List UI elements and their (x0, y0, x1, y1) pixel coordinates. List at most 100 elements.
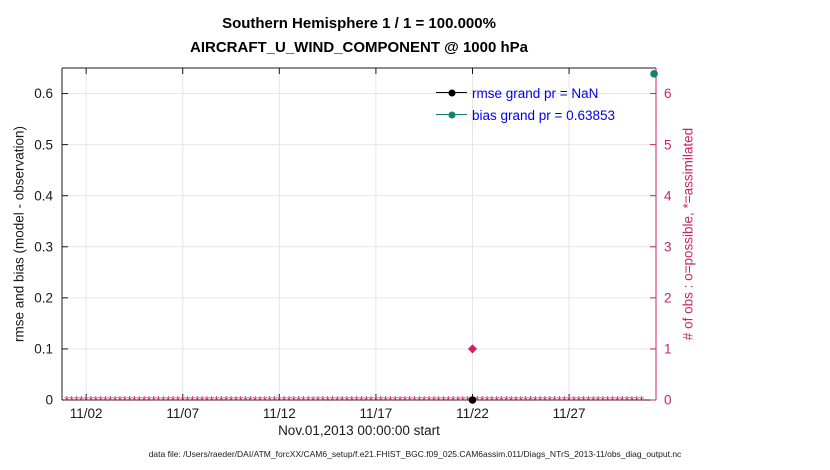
obs-zero-asterisk: * (422, 393, 427, 408)
obs-zero-asterisk: * (538, 393, 543, 408)
obs-zero-asterisk: * (431, 393, 436, 408)
left-axis-label: rmse and bias (model - observation) (11, 125, 27, 343)
obs-zero-asterisk: * (460, 393, 465, 408)
obs-zero-asterisk: * (533, 393, 538, 408)
x-tick-label: 11/22 (456, 406, 489, 421)
obs-zero-asterisk: * (634, 393, 639, 408)
obs-zero-asterisk: * (509, 393, 514, 408)
title-line1: Southern Hemisphere 1 / 1 = 100.000% (222, 15, 496, 32)
obs-zero-asterisk: * (64, 393, 69, 408)
obs-zero-asterisk: * (200, 393, 205, 408)
obs-zero-asterisk: * (330, 393, 335, 408)
right-tick-label: 3 (664, 239, 672, 254)
obs-zero-asterisk: * (286, 393, 291, 408)
bias-dot-swatch (448, 111, 455, 119)
obs-zero-asterisk: * (282, 393, 287, 408)
obs-zero-asterisk: * (132, 393, 137, 408)
obs-zero-asterisk: * (228, 393, 233, 408)
right-tick-label: 0 (664, 393, 672, 408)
x-axis-label: Nov.01,2013 00:00:00 start (278, 423, 440, 438)
obs-zero-asterisk: * (175, 393, 180, 408)
right-tick-label: 5 (664, 137, 672, 152)
obs-zero-asterisk: * (69, 393, 74, 408)
obs-zero-asterisk: * (142, 393, 147, 408)
obs-zero-asterisk: * (446, 393, 451, 408)
obs-zero-asterisk: * (156, 393, 161, 408)
obs-zero-asterisk: * (195, 393, 200, 408)
rmse-dot-swatch (448, 89, 455, 97)
obs-zero-asterisk: * (417, 393, 422, 408)
obs-zero-asterisk: * (499, 393, 504, 408)
left-tick-label: 0.3 (34, 239, 53, 254)
obs-zero-asterisk: * (301, 393, 306, 408)
obs-zero-asterisk: * (504, 393, 509, 408)
title-line2: AIRCRAFT_U_WIND_COMPONENT @ 1000 hPa (189, 39, 528, 56)
obs-zero-asterisk: * (267, 393, 272, 408)
obs-zero-asterisk: * (393, 393, 398, 408)
obs-zero-asterisk: * (219, 393, 224, 408)
obs-zero-asterisk: * (349, 393, 354, 408)
right-tick-label: 1 (664, 342, 672, 357)
left-tick-labels: 0 0.1 0.2 0.3 0.4 0.5 0.6 (34, 86, 53, 407)
left-tick-label: 0.6 (34, 86, 53, 101)
obs-zero-asterisk: * (214, 393, 219, 408)
obs-zero-asterisk: * (243, 393, 248, 408)
obs-zero-asterisk: * (378, 393, 383, 408)
obs-zero-asterisk: * (465, 393, 470, 408)
obs-zero-asterisk: * (311, 393, 316, 408)
obs-zero-asterisk: * (426, 393, 431, 408)
obs-zero-asterisk: * (296, 393, 301, 408)
obs-zero-asterisk: * (79, 393, 84, 408)
obs-zero-asterisk: * (113, 393, 118, 408)
left-tick-label: 0.1 (34, 342, 53, 357)
obs-zero-asterisk: * (586, 393, 591, 408)
obs-zero-asterisk: * (455, 393, 460, 408)
right-tick-labels: 0 1 2 3 4 5 6 (664, 86, 672, 407)
obs-zero-asterisk: * (122, 393, 127, 408)
tick-marks (62, 68, 656, 401)
obs-zero-asterisk: * (180, 393, 185, 408)
obs_count-point (467, 344, 478, 354)
obs-zero-asterisk: * (567, 393, 572, 408)
obs-zero-asterisk: * (523, 393, 528, 408)
x-tick-labels: 11/02 11/07 11/12 11/17 11/22 11/27 (70, 406, 586, 421)
obs-zero-asterisk: * (359, 393, 364, 408)
legend: rmse grand pr = NaN bias grand pr = 0.63… (436, 82, 615, 126)
obs-zero-asterisk: * (369, 393, 374, 408)
obs-zero-asterisk: * (398, 393, 403, 408)
obs-zero-asterisk: * (74, 393, 79, 408)
obs-zero-asterisk: * (93, 393, 98, 408)
obs-zero-asterisk: * (441, 393, 446, 408)
obs-zero-asterisk: * (629, 393, 634, 408)
obs-zero-asterisk: * (103, 393, 108, 408)
grid-lines (62, 68, 656, 400)
obs-zero-asterisk: * (325, 393, 330, 408)
obs-zero-asterisk: * (306, 393, 311, 408)
obs-zero-asterisk: * (291, 393, 296, 408)
left-tick-label: 0.4 (34, 188, 53, 203)
obs-zero-asterisk: * (436, 393, 441, 408)
obs-zero-asterisk: * (98, 393, 103, 408)
axis-spines (61, 67, 657, 401)
obs-zero-asterisk: * (480, 393, 485, 408)
obs-zero-asterisk: * (624, 393, 629, 408)
obs-zero-asterisk: * (84, 393, 89, 408)
legend-label-rmse: rmse grand pr = NaN (472, 85, 599, 101)
obs-zero-asterisk: * (315, 393, 320, 408)
obs-zero-asterisk: * (547, 393, 552, 408)
obs-zero-asterisk: * (354, 393, 359, 408)
obs-zero-asterisk: * (146, 393, 151, 408)
obs-zero-asterisk: * (581, 393, 586, 408)
legend-item-bias: bias grand pr = 0.63853 (436, 104, 615, 126)
obs-zero-asterisk: * (596, 393, 601, 408)
obs-zero-asterisk: * (591, 393, 596, 408)
right-axis-label: # of obs : o=possible, *=assimilated (680, 127, 696, 341)
obs-zero-asterisk: * (151, 393, 156, 408)
obs-zero-asterisk: * (451, 393, 456, 408)
x-tick-label: 11/12 (263, 406, 296, 421)
obs-zero-asterisk: * (185, 393, 190, 408)
obs-zero-asterisk: * (484, 393, 489, 408)
obs-zero-asterisk: * (209, 393, 214, 408)
obs-zero-asterisk: * (137, 393, 142, 408)
obs-zero-asterisk: * (204, 393, 209, 408)
